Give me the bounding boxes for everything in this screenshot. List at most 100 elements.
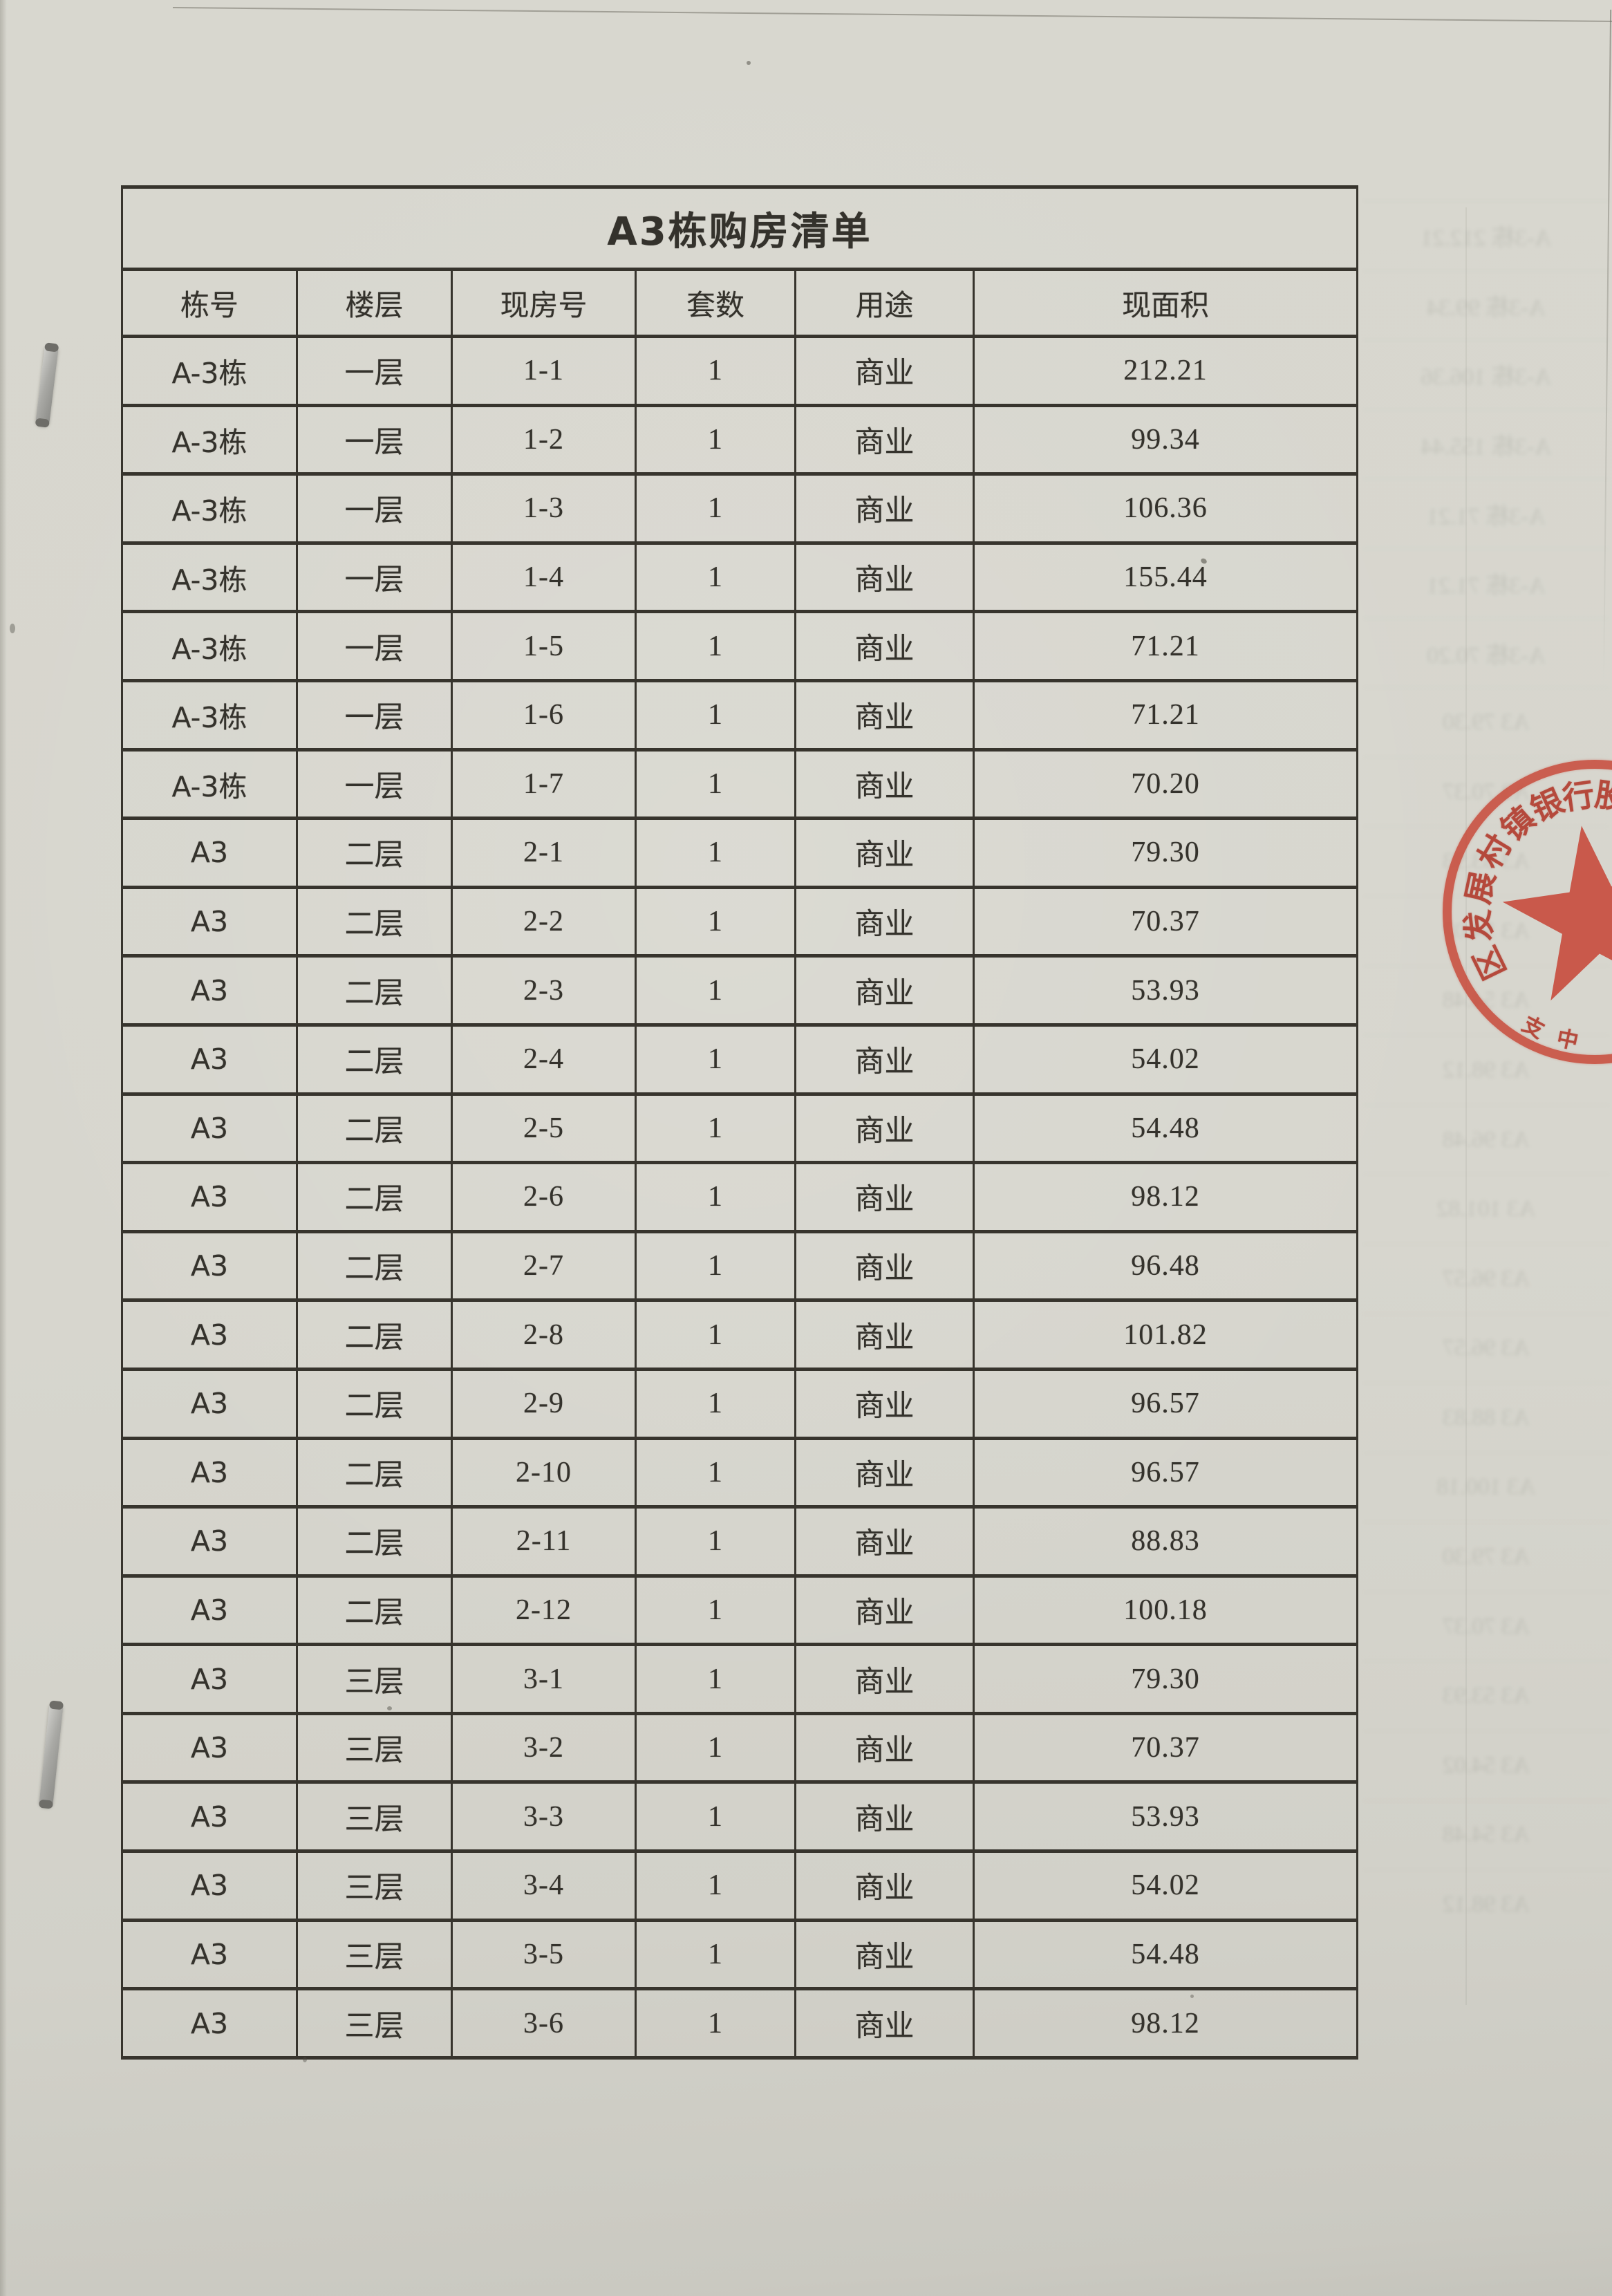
table-cell: 96.57: [972, 1436, 1359, 1509]
column-header-unit-count: 套数: [635, 268, 796, 338]
table-cell: 212.21: [972, 335, 1359, 407]
table-cell: 商业: [794, 1574, 975, 1647]
table-cell: A3: [121, 1436, 298, 1509]
table-cell: 1: [635, 472, 796, 545]
table-cell: 商业: [794, 1023, 975, 1096]
table-cell: 3-6: [451, 1987, 637, 2060]
table-cell: 1-6: [451, 678, 637, 752]
table-cell: 三层: [296, 1780, 453, 1854]
table-cell: 1-4: [451, 541, 637, 614]
table-cell: 101.82: [972, 1298, 1359, 1371]
table-cell: 一层: [296, 335, 453, 407]
table-cell: 1: [635, 1229, 796, 1303]
table-cell: 1: [635, 1161, 796, 1233]
table-row: A3 二层 2-12 1 商业 100.18: [121, 1574, 1359, 1647]
table-cell: 商业: [794, 1505, 975, 1578]
table-cell: 二层: [296, 885, 453, 958]
table-row: A3 二层 2-2 1 商业 70.37: [121, 885, 1359, 958]
table-cell: 1: [635, 335, 796, 407]
table-cell: 3-3: [451, 1780, 637, 1854]
table-cell: 1: [635, 1780, 796, 1854]
table-cell: A-3栋: [121, 472, 298, 545]
table-cell: 71.21: [972, 678, 1359, 752]
table-cell: 1: [635, 1711, 796, 1784]
table-cell: 98.12: [972, 1161, 1359, 1233]
table-cell: 商业: [794, 1918, 975, 1991]
table-row: A3 三层 3-5 1 商业 54.48: [121, 1918, 1359, 1991]
table-cell: 商业: [794, 1711, 975, 1784]
table-cell: 2-12: [451, 1574, 637, 1647]
table-cell: 53.93: [972, 954, 1359, 1027]
table-cell: A3: [121, 885, 298, 958]
table-cell: 1: [635, 541, 796, 614]
table-cell: A3: [121, 1780, 298, 1854]
table-cell: 商业: [794, 885, 975, 958]
table-cell: A3: [121, 1505, 298, 1578]
table-row: A3 二层 2-9 1 商业 96.57: [121, 1367, 1359, 1440]
table-body: A-3栋 一层 1-1 1 商业 212.21 A-3栋 一层 1-2 1 商业 99.34 A-3栋一…: [121, 335, 1359, 2060]
table-cell: 1: [635, 1023, 796, 1096]
table-cell: 1: [635, 1092, 796, 1165]
table-cell: 1: [635, 610, 796, 682]
table-cell: 2-4: [451, 1023, 637, 1096]
dust-speck: [747, 61, 751, 65]
dust-speck: [10, 624, 15, 633]
table-cell: A3: [121, 1574, 298, 1647]
table-row: A3 二层 2-10 1 商业 96.57: [121, 1436, 1359, 1509]
table-cell: 1: [635, 747, 796, 821]
table-cell: 1-5: [451, 610, 637, 682]
table-cell: 商业: [794, 1092, 975, 1165]
table-cell: 三层: [296, 1987, 453, 2060]
table-row: A3 二层 2-8 1 商业 101.82: [121, 1298, 1359, 1371]
table-cell: 三层: [296, 1643, 453, 1715]
table-cell: 3-1: [451, 1643, 637, 1715]
table-row: A3 三层 3-4 1 商业 54.02: [121, 1849, 1359, 1922]
table-cell: 商业: [794, 472, 975, 545]
table-row: A3 三层 3-6 1 商业 98.12: [121, 1987, 1359, 2060]
table-cell: 54.48: [972, 1918, 1359, 1991]
table-cell: 二层: [296, 1161, 453, 1233]
table-cell: 商业: [794, 816, 975, 889]
table-cell: A3: [121, 1367, 298, 1440]
table-cell: 2-7: [451, 1229, 637, 1303]
table-cell: 1: [635, 1298, 796, 1371]
table-row: A3 二层 2-11 1 商业 88.83: [121, 1505, 1359, 1578]
table-cell: 商业: [794, 541, 975, 614]
table-cell: 商业: [794, 403, 975, 476]
table-cell: 99.34: [972, 403, 1359, 476]
table-row: A3 三层 3-1 1 商业 79.30: [121, 1643, 1359, 1715]
table-cell: 商业: [794, 954, 975, 1027]
table-cell: A-3栋: [121, 335, 298, 407]
table-cell: A3: [121, 1023, 298, 1096]
table-cell: 一层: [296, 678, 453, 752]
table-row: A-3栋 一层 1-6 1 商业 71.21: [121, 678, 1359, 752]
table-cell: 三层: [296, 1849, 453, 1922]
dust-speck: [1190, 1995, 1194, 1998]
table-cell: A-3栋: [121, 747, 298, 821]
dust-speck: [387, 1706, 392, 1710]
table-row: A3 二层 2-3 1 商业 53.93: [121, 954, 1359, 1027]
table-cell: A3: [121, 1092, 298, 1165]
table-cell: 1: [635, 885, 796, 958]
table-cell: 2-9: [451, 1367, 637, 1440]
table-cell: 70.37: [972, 885, 1359, 958]
table-cell: 商业: [794, 747, 975, 821]
table-cell: 1: [635, 1367, 796, 1440]
table-cell: 71.21: [972, 610, 1359, 682]
table-cell: 三层: [296, 1918, 453, 1991]
table-cell: 二层: [296, 1023, 453, 1096]
table-cell: A3: [121, 1918, 298, 1991]
table-cell: 商业: [794, 1987, 975, 2060]
table-cell: 商业: [794, 335, 975, 407]
table-cell: 79.30: [972, 816, 1359, 889]
table-row: A-3栋 一层 1-2 1 商业 99.34: [121, 403, 1359, 476]
table-cell: 二层: [296, 816, 453, 889]
document-title: A3栋购房清单: [120, 185, 1359, 271]
table-row: A3 二层 2-6 1 商业 98.12: [121, 1161, 1359, 1233]
table-cell: 1-3: [451, 472, 637, 545]
table-cell: 商业: [794, 1298, 975, 1371]
table-cell: 商业: [794, 1436, 975, 1509]
table-row: A-3栋 一层 1-1 1 商业 212.21: [121, 335, 1359, 407]
table-cell: A-3栋: [121, 541, 298, 614]
table-cell: 一层: [296, 610, 453, 682]
